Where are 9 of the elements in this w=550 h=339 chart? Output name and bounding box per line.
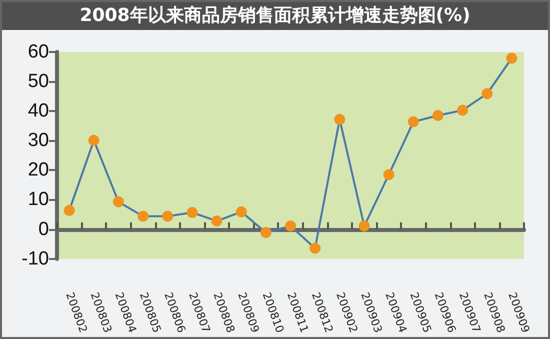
y-tick-label: -10	[22, 248, 49, 270]
y-tick-label: 10	[28, 189, 49, 210]
y-tick-label: 0	[38, 218, 49, 240]
y-tick-label: 40	[28, 100, 49, 122]
chart-title: 2008年以来商品房销售面积累计增速走势图(%)	[2, 2, 548, 30]
y-tick-label: 50	[28, 71, 49, 92]
y-tick-label: 20	[28, 160, 49, 181]
y-tick-label: 60	[28, 42, 49, 62]
y-tick-label: 30	[28, 130, 49, 152]
